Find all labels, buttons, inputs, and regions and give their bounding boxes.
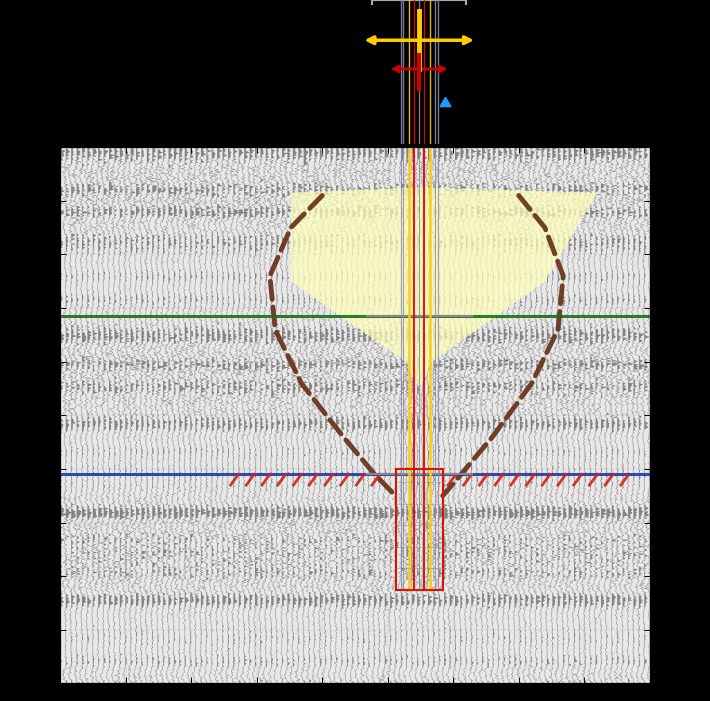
Bar xyxy=(395,469,443,590)
Text: m: m xyxy=(14,693,24,701)
Text: m: m xyxy=(686,693,696,701)
Polygon shape xyxy=(291,187,597,388)
